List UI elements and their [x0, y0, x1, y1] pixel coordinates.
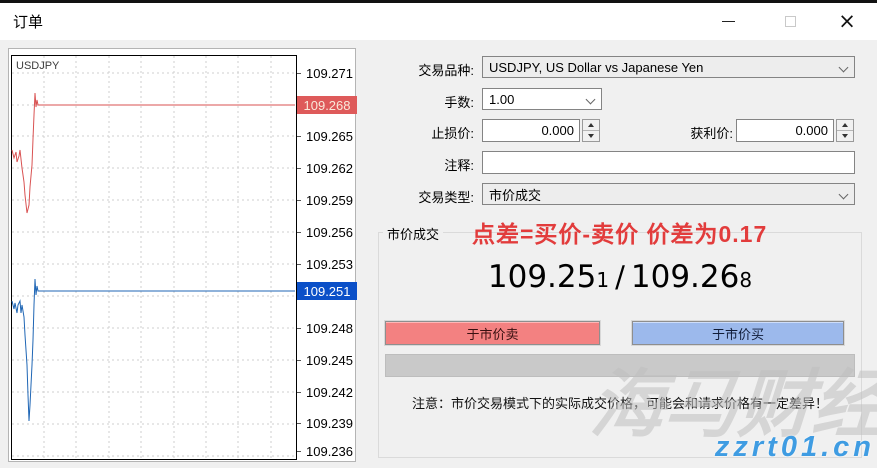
symbol-select[interactable]: USDJPY, US Dollar vs Japanese Yen: [482, 56, 855, 78]
comment-label: 注释:: [444, 158, 474, 173]
market-execution-group-label: 市价成交: [383, 224, 444, 243]
minimize-icon: [721, 21, 735, 22]
spin-up-button[interactable]: [583, 120, 599, 130]
chevron-down-icon: [585, 94, 596, 105]
spin-down-button[interactable]: [583, 130, 599, 141]
chart-gridlines: [12, 56, 296, 459]
axis-tick-icon: [297, 450, 301, 452]
axis-tick-icon: [297, 359, 301, 361]
bid-line: [11, 278, 295, 422]
ask-line: [11, 92, 295, 214]
chevron-down-icon: [838, 62, 849, 73]
symbol-label: 交易品种:: [418, 63, 474, 78]
axis-tick-icon: [297, 167, 301, 169]
take-profit-label: 获利价:: [690, 126, 733, 141]
price-axis-label: 109.242: [297, 384, 359, 400]
axis-tick-icon: [297, 263, 301, 265]
maximize-icon: [784, 16, 796, 27]
axis-tick-icon: [297, 327, 301, 329]
ask-price-tag: 109.268: [297, 96, 357, 114]
order-type-label: 交易类型:: [418, 190, 474, 205]
window-title: 订单: [13, 14, 44, 31]
arrow-down-icon: [588, 134, 594, 138]
price-axis-label: 109.236: [297, 443, 359, 459]
price-axis-label: 109.259: [297, 192, 359, 208]
comment-input[interactable]: [482, 151, 855, 174]
bid-price-tag: 109.251: [297, 282, 357, 300]
price-axis-label: 109.256: [297, 224, 359, 240]
price-axis-label: 109.253: [297, 256, 359, 272]
market-execution-group: 市价成交: [378, 224, 862, 458]
order-type-select-value: 市价成交: [489, 187, 542, 203]
chevron-down-icon: [838, 189, 849, 200]
stop-loss-spinner[interactable]: 0.000: [482, 119, 600, 142]
bid-quote: 109.25: [487, 259, 597, 295]
titlebar: 订单 ×: [0, 3, 877, 40]
axis-tick-icon: [297, 391, 301, 393]
price-axis-label: 109.239: [297, 415, 359, 431]
spin-down-button[interactable]: [837, 130, 853, 141]
sell-by-market-button[interactable]: 于市价卖: [385, 321, 600, 345]
close-icon: ×: [838, 9, 856, 33]
chart-symbol-label: USDJPY: [16, 60, 60, 72]
price-axis-label: 109.265: [297, 128, 359, 144]
execution-progress-strip: [385, 354, 855, 377]
tick-chart-panel: USDJPY 109.271 109.265 109.262 109.259 109.2…: [8, 48, 359, 462]
arrow-down-icon: [842, 134, 848, 138]
spread-annotation: 点差=买价-卖价 价差为0.17: [472, 221, 768, 247]
arrow-up-icon: [842, 123, 848, 127]
close-button[interactable]: ×: [824, 3, 870, 40]
order-type-select[interactable]: 市价成交: [482, 183, 855, 205]
minimize-button[interactable]: [705, 3, 751, 40]
take-profit-value[interactable]: 0.000: [736, 119, 834, 142]
axis-tick-icon: [297, 422, 301, 424]
price-axis-label: 109.245: [297, 352, 359, 368]
quote-separator: /: [615, 260, 625, 294]
buy-by-market-button[interactable]: 于市价买: [632, 321, 844, 345]
price-axis-label: 109.248: [297, 320, 359, 336]
axis-tick-icon: [297, 231, 301, 233]
window-top-border: [0, 0, 877, 3]
volume-select-value: 1.00: [489, 91, 515, 107]
volume-select[interactable]: 1.00: [482, 88, 602, 110]
order-dialog: USDJPY 109.271 109.265 109.262 109.259 109.2…: [0, 40, 877, 468]
axis-tick-icon: [297, 135, 301, 137]
spin-up-button[interactable]: [837, 120, 853, 130]
ask-quote: 109.26: [630, 259, 740, 295]
volume-label: 手数:: [444, 95, 474, 110]
arrow-up-icon: [588, 123, 594, 127]
price-axis-label: 109.271: [297, 65, 359, 81]
ask-quote-last-digit: 8: [739, 268, 753, 292]
stop-loss-label: 止损价:: [431, 126, 474, 141]
price-axis-label: 109.262: [297, 160, 359, 176]
bid-quote-last-digit: 1: [596, 268, 610, 292]
symbol-select-value: USDJPY, US Dollar vs Japanese Yen: [489, 59, 704, 75]
take-profit-spinner[interactable]: 0.000: [736, 119, 854, 142]
axis-tick-icon: [297, 199, 301, 201]
execution-note: 注意：市价交易模式下的实际成交价格，可能会和请求价格有一定差异！: [411, 396, 828, 411]
axis-tick-icon: [297, 72, 301, 74]
maximize-button[interactable]: [767, 3, 813, 40]
quote-display: 109.251/109.268: [378, 259, 862, 295]
stop-loss-value[interactable]: 0.000: [482, 119, 580, 142]
tick-chart: [11, 55, 297, 460]
